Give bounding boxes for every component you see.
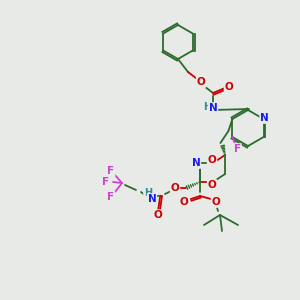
Text: O: O: [208, 155, 216, 165]
Text: O: O: [154, 210, 162, 220]
Text: F: F: [102, 177, 110, 187]
Text: F: F: [234, 144, 241, 154]
Text: O: O: [180, 197, 188, 207]
Text: O: O: [196, 77, 206, 87]
Text: O: O: [171, 183, 179, 193]
Text: O: O: [208, 180, 216, 190]
Text: F: F: [107, 192, 115, 202]
Text: N: N: [208, 103, 217, 113]
Text: N: N: [192, 158, 200, 168]
Text: O: O: [225, 82, 233, 92]
Text: F: F: [107, 166, 115, 176]
Text: O: O: [212, 197, 220, 207]
Text: H: H: [203, 102, 211, 112]
Text: N: N: [260, 113, 269, 123]
Text: H: H: [144, 188, 152, 198]
Text: N: N: [148, 194, 156, 204]
